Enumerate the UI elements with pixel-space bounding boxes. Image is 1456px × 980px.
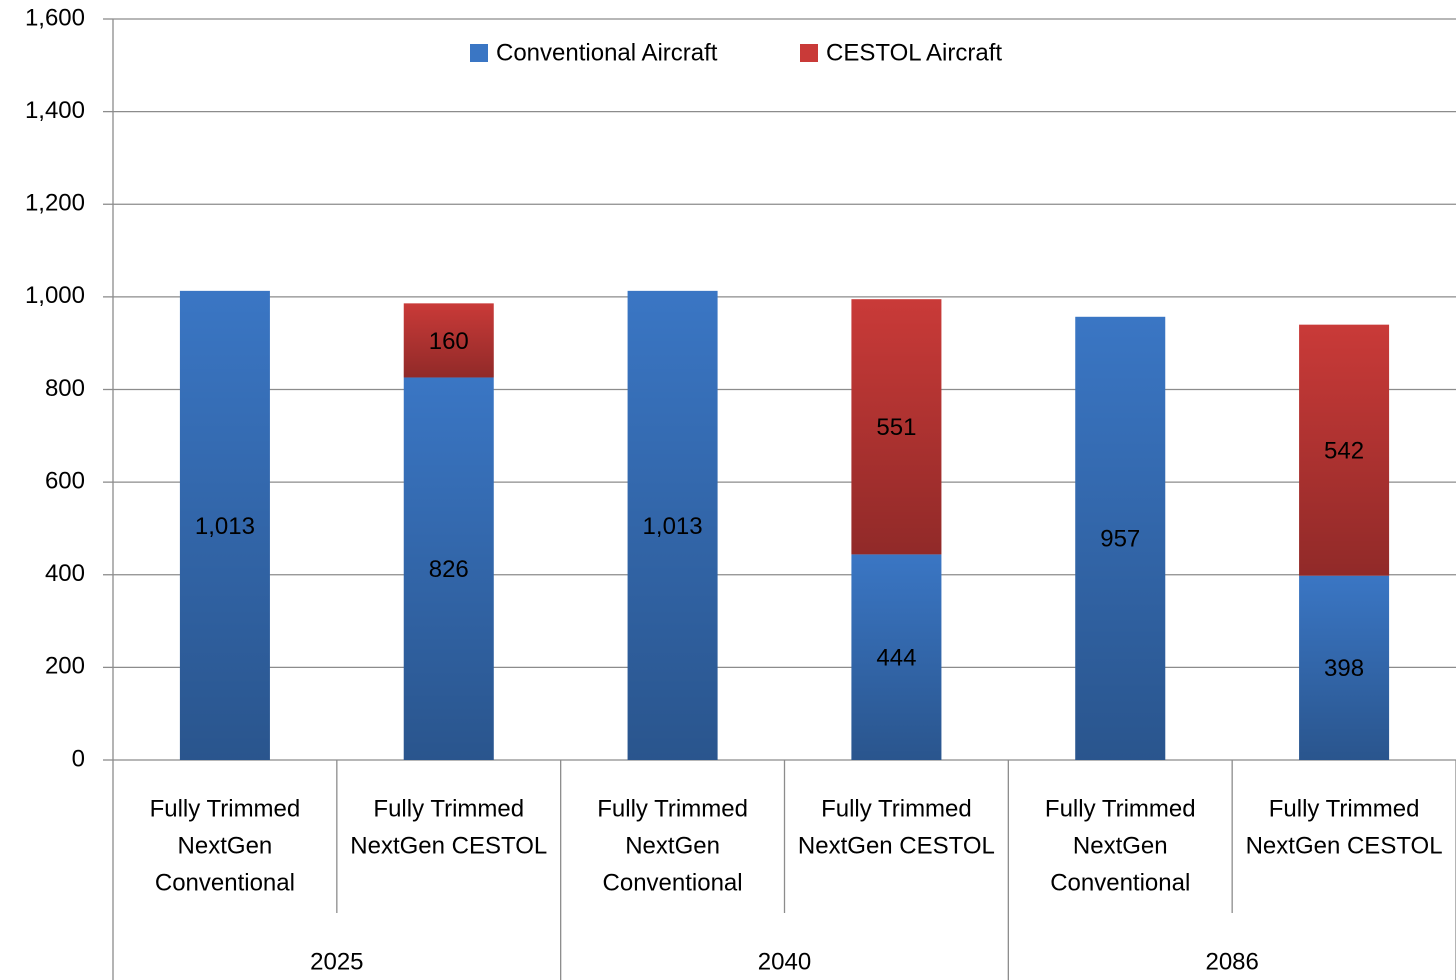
data-label: 542 [1324, 438, 1364, 465]
x-tick-label: Fully Trimmed [373, 795, 524, 822]
y-tick-label: 0 [72, 745, 85, 772]
bar-shade [403, 377, 494, 760]
bar-shade [179, 290, 270, 760]
x-tick-label: NextGen CESTOL [1246, 832, 1443, 859]
x-tick-label: NextGen [1073, 832, 1168, 859]
bar-shade [1299, 324, 1390, 576]
y-tick-label: 1,400 [25, 97, 85, 124]
y-tick-label: 1,000 [25, 282, 85, 309]
y-tick-label: 800 [45, 375, 85, 402]
x-tick-label: Fully Trimmed [1045, 795, 1196, 822]
group-label: 2025 [310, 948, 363, 975]
data-label: 444 [876, 645, 916, 672]
data-label: 957 [1100, 526, 1140, 553]
x-tick-label: Fully Trimmed [597, 795, 748, 822]
data-label: 1,013 [643, 513, 703, 540]
data-label: 160 [429, 328, 469, 355]
x-tick-label: NextGen [625, 832, 720, 859]
x-tick-label: NextGen CESTOL [798, 832, 995, 859]
bar-shade [1299, 575, 1390, 760]
x-tick-label: Conventional [155, 869, 295, 896]
group-label: 2040 [758, 948, 811, 975]
bar-shade [851, 554, 942, 760]
legend-swatch [800, 44, 818, 62]
legend-label: Conventional Aircraft [496, 39, 718, 66]
y-tick-label: 400 [45, 560, 85, 587]
x-tick-label: Conventional [1050, 869, 1190, 896]
x-tick-label: NextGen CESTOL [350, 832, 547, 859]
data-label: 1,013 [195, 513, 255, 540]
data-label: 551 [876, 414, 916, 441]
data-label: 398 [1324, 655, 1364, 682]
data-label: 826 [429, 556, 469, 583]
legend-label: CESTOL Aircraft [826, 39, 1002, 66]
x-tick-label: Fully Trimmed [821, 795, 972, 822]
y-tick-label: 1,200 [25, 190, 85, 217]
y-tick-label: 1,600 [25, 4, 85, 31]
x-tick-label: Fully Trimmed [1269, 795, 1420, 822]
x-tick-label: Conventional [603, 869, 743, 896]
x-tick-label: Fully Trimmed [150, 795, 301, 822]
bar-shade [1075, 316, 1166, 760]
group-label: 2086 [1205, 948, 1258, 975]
bar-shade [627, 290, 718, 760]
x-tick-label: NextGen [178, 832, 273, 859]
y-tick-label: 200 [45, 653, 85, 680]
y-tick-label: 600 [45, 467, 85, 494]
bar-shade [403, 303, 494, 378]
bar-shade [851, 299, 942, 555]
legend-swatch [470, 44, 488, 62]
